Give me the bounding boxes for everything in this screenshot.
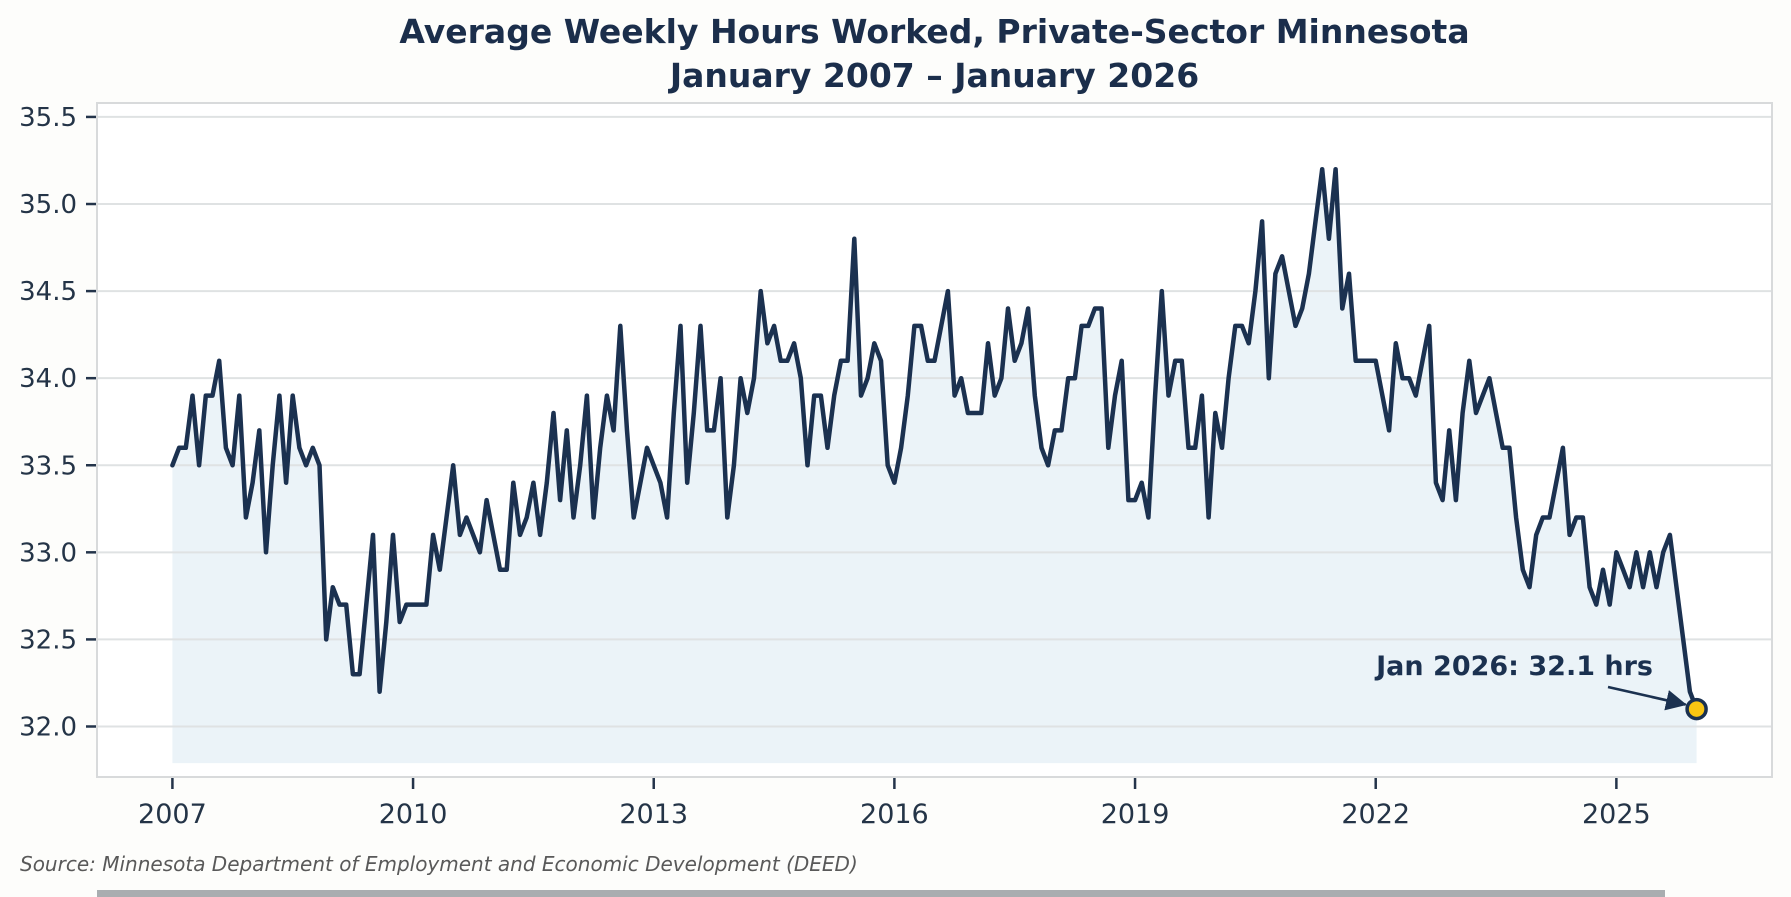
x-tick-label: 2016	[860, 799, 929, 830]
y-tick-label: 34.0	[19, 364, 77, 394]
title-block: Average Weekly Hours Worked, Private-Sec…	[97, 10, 1772, 97]
y-tick-label: 32.5	[19, 625, 77, 655]
x-tick-label: 2007	[138, 799, 207, 830]
source-note: Source: Minnesota Department of Employme…	[20, 852, 858, 876]
y-tick-label: 34.5	[19, 277, 77, 307]
x-tick-label: 2019	[1101, 799, 1170, 830]
x-tick-label: 2025	[1582, 799, 1651, 830]
plot-border	[96, 102, 1773, 778]
series-line	[170, 166, 1699, 712]
y-tick-label: 35.0	[19, 190, 77, 220]
annotation-arrow	[1607, 685, 1687, 711]
x-tick-label: 2010	[379, 799, 448, 830]
x-tick-label: 2013	[619, 799, 688, 830]
bottom-edge-strip	[97, 890, 1665, 897]
chart-subtitle: January 2007 – January 2026	[669, 55, 1200, 95]
chart-title: Average Weekly Hours Worked, Private-Sec…	[399, 12, 1470, 51]
annotation-label: Jan 2026: 32.1 hrs	[1376, 651, 1653, 682]
x-tick-label: 2022	[1341, 799, 1410, 830]
y-tick-label: 33.5	[19, 451, 77, 481]
y-tick-label: 35.5	[19, 103, 77, 133]
y-tick-label: 32.0	[19, 712, 77, 742]
y-tick-label: 33.0	[19, 538, 77, 568]
highlight-dot	[1685, 697, 1708, 721]
